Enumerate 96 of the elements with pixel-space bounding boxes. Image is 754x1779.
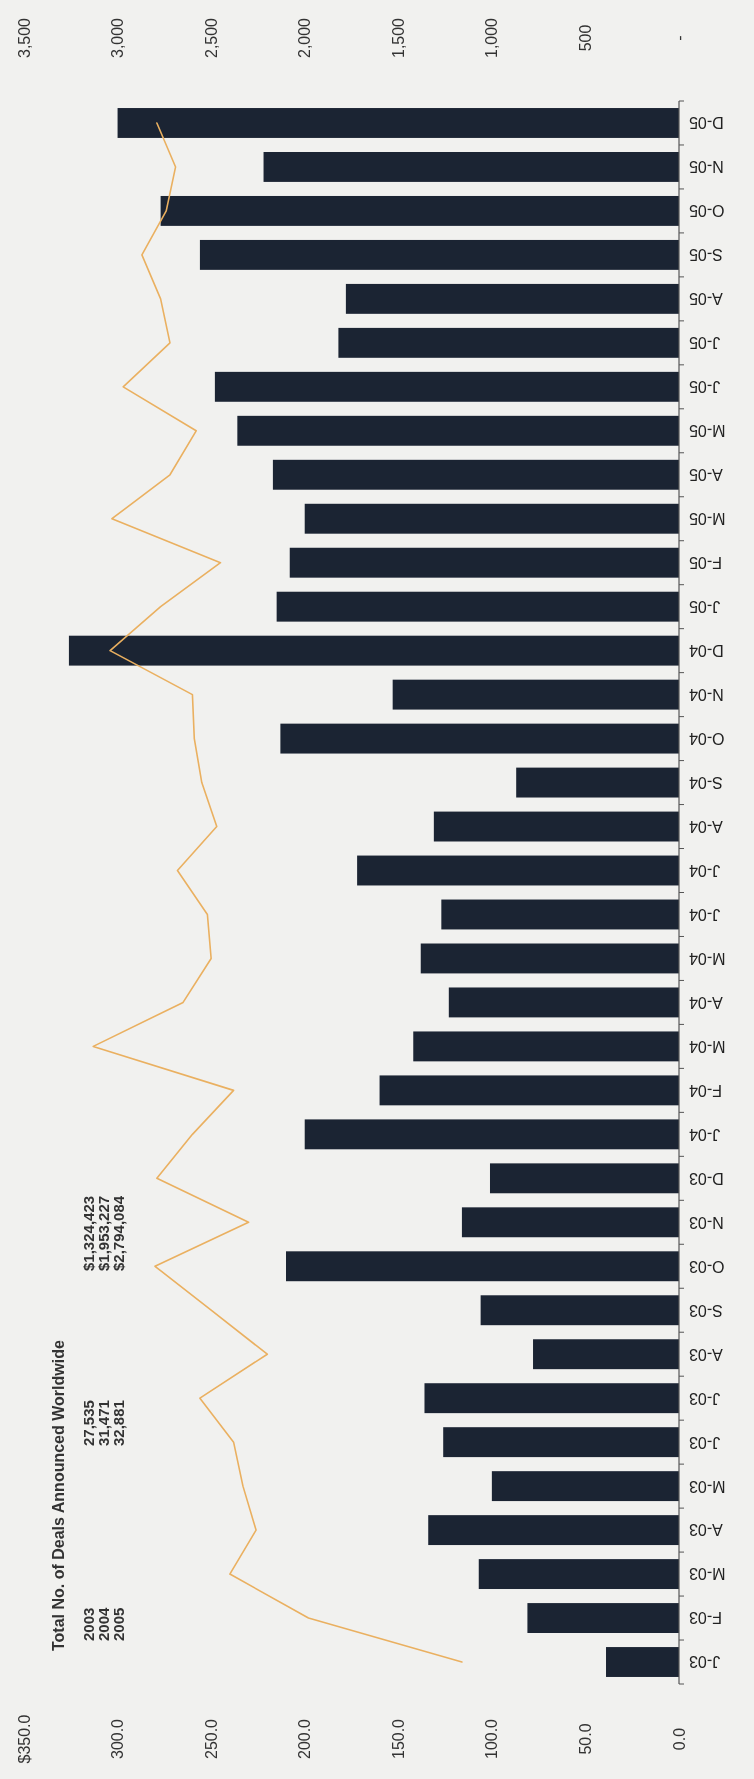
x-tick-label: 0.0: [670, 1727, 688, 1751]
y-tick-label: M-05: [688, 510, 726, 528]
y-tick-label: M-03: [688, 1565, 726, 1583]
annotation: 2005: [110, 1607, 127, 1641]
y-tick-label: N-03: [688, 1213, 724, 1231]
y-tick-label: A-04: [688, 817, 723, 835]
y-tick-label: N-04: [688, 686, 724, 704]
bar: [338, 327, 679, 358]
y-tick-label: D-03: [688, 1169, 724, 1187]
y-tick-label: M-04: [688, 949, 726, 967]
y-tick-label: J-04: [688, 861, 721, 879]
y-tick-label: S-04: [688, 773, 723, 791]
x2-tick-label: 500: [577, 24, 595, 52]
bar: [289, 547, 679, 578]
y-tick-label: D-04: [688, 642, 724, 660]
x-tick-label: 100.0: [483, 1718, 501, 1760]
bar: [461, 1207, 679, 1238]
x2-tick-label: 3,000: [109, 17, 127, 59]
annotation: $2,794,084: [110, 1195, 127, 1271]
y-tick-label: F-05: [688, 554, 722, 572]
x2-tick-label: 1,500: [389, 17, 407, 59]
bar: [263, 152, 679, 182]
annotation: $1,324,423: [80, 1195, 97, 1271]
bar: [379, 1075, 679, 1106]
annotation: 27,535: [80, 1400, 97, 1446]
y-tick-label: D-05: [688, 114, 724, 132]
bar: [117, 108, 679, 138]
y-tick-label: J-05: [688, 334, 721, 352]
bar: [280, 723, 679, 754]
annotation: 2004: [95, 1606, 112, 1641]
x-tick-label: 50.0: [577, 1723, 595, 1755]
bar: [392, 679, 679, 710]
x-tick-label: 300.0: [109, 1718, 127, 1760]
x2-tick-label: 1,000: [483, 17, 501, 59]
bar: [237, 415, 679, 446]
bar: [433, 811, 679, 842]
bar: [448, 987, 679, 1018]
bar: [345, 283, 679, 314]
y-tick-label: J-03: [688, 1389, 721, 1407]
bar: [272, 459, 679, 490]
y-tick-label: M-04: [688, 1037, 726, 1055]
bar: [304, 503, 679, 534]
x2-tick-label: -: [670, 35, 688, 41]
y-tick-label: O-03: [688, 1257, 725, 1275]
bar: [441, 899, 679, 930]
bar: [357, 855, 679, 886]
bar: [533, 1339, 679, 1370]
y-tick-label: F-04: [688, 1081, 722, 1099]
y-tick-label: S-03: [688, 1301, 723, 1319]
bar: [276, 591, 679, 622]
bar: [424, 1383, 679, 1414]
bar: [489, 1163, 679, 1194]
y-tick-label: A-05: [688, 466, 723, 484]
y-tick-label: A-05: [688, 290, 723, 308]
bar: [160, 195, 679, 226]
y-tick-label: J-03: [688, 1433, 721, 1451]
x-tick-label: 200.0: [296, 1718, 314, 1760]
bar: [413, 1031, 679, 1062]
y-tick-label: J-05: [688, 378, 721, 396]
y-tick-label: J-04: [688, 1125, 721, 1143]
y-tick-label: M-05: [688, 422, 726, 440]
y-tick-label: J-04: [688, 905, 721, 923]
y-tick-label: J-03: [688, 1653, 721, 1671]
bar: [199, 239, 679, 270]
bar: [606, 1647, 679, 1677]
x-tick-label: $350.0: [15, 1714, 33, 1764]
y-tick-label: S-05: [688, 246, 723, 264]
x2-tick-label: 3,500: [15, 17, 33, 59]
bar: [286, 1251, 679, 1282]
y-tick-label: J-05: [688, 598, 721, 616]
bar: [68, 635, 679, 666]
y-tick-label: A-03: [688, 1345, 723, 1363]
bar: [428, 1515, 679, 1546]
y-tick-label: O-04: [688, 730, 725, 747]
annotation: 2003: [80, 1607, 97, 1641]
bar: [527, 1603, 679, 1633]
bar: [480, 1295, 679, 1326]
bar: [214, 371, 679, 402]
y-tick-label: M-03: [688, 1477, 726, 1495]
bar: [516, 767, 679, 798]
x-tick-label: 250.0: [202, 1718, 220, 1760]
x-tick-label: 150.0: [389, 1718, 407, 1760]
x2-tick-label: 2,000: [296, 17, 314, 59]
annotation: $1,953,227: [95, 1195, 112, 1271]
bar: [443, 1427, 679, 1458]
y-tick-label: N-05: [688, 158, 724, 176]
annotation: Total No. of Deals Announced Worldwide: [50, 1340, 67, 1651]
bar: [491, 1471, 679, 1502]
bar: [304, 1119, 679, 1150]
y-tick-label: A-04: [688, 993, 723, 1011]
x2-tick-label: 2,500: [202, 17, 220, 59]
y-tick-label: F-03: [688, 1609, 722, 1627]
bar: [420, 943, 679, 974]
bar: [478, 1559, 679, 1590]
y-tick-label: A-03: [688, 1521, 723, 1539]
y-tick-label: O-05: [688, 202, 725, 220]
